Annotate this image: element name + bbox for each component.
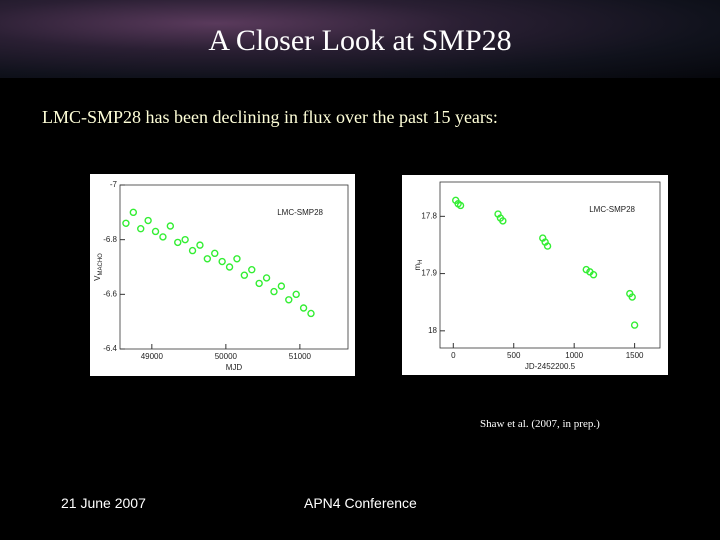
y-axis-label-main: V: [93, 275, 102, 281]
body-text: LMC-SMP28 has been declining in flux ove…: [42, 107, 498, 127]
y-tick-label: 18: [428, 326, 437, 335]
data-point: [292, 290, 300, 299]
data-point: [307, 309, 315, 318]
data-point: [181, 235, 189, 244]
data-point: [211, 249, 219, 258]
header-banner: [0, 0, 720, 78]
data-point: [270, 287, 278, 296]
data-point: [255, 279, 263, 288]
data-point: [262, 274, 271, 282]
x-tick-label: 1000: [565, 351, 583, 360]
footer-event: APN4 Conference: [304, 495, 417, 511]
plot-frame: [439, 181, 661, 349]
data-point: [240, 271, 249, 279]
x-tick-label: 1500: [626, 351, 644, 360]
data-point: [159, 233, 167, 241]
y-tick-label: 17.8: [421, 211, 437, 220]
footer-date: 21 June 2007: [61, 495, 146, 511]
light-curve-plot: 0 500 1000 1500 17.8 17.9 18 JD-2452200.5 mH LMC-…: [402, 175, 668, 375]
y-axis-label-sub: MACHO: [98, 253, 104, 276]
x-axis-label: JD-2452200.5: [525, 362, 576, 371]
data-point: [188, 246, 197, 255]
x-tick-label: 0: [451, 351, 456, 360]
y-axis-label: mH: [413, 259, 423, 270]
y-tick-label: -6.8: [103, 235, 117, 244]
data-point: [233, 255, 241, 263]
data-point: [499, 217, 507, 225]
data-point: [129, 208, 138, 217]
data-point: [248, 266, 256, 274]
data-point: [543, 242, 552, 250]
data-point: [299, 304, 308, 312]
caption: Shaw et al. (2007, in prep.): [480, 418, 600, 430]
data-point: [630, 321, 639, 329]
y-tick-label: -7: [110, 180, 118, 189]
data-point: [589, 271, 598, 279]
data-point: [144, 216, 152, 225]
data-point: [137, 225, 145, 233]
data-point: [225, 263, 234, 271]
y-tick-label: -6.4: [103, 344, 117, 353]
legend-label: LMC-SMP28: [277, 208, 323, 217]
y-tick-label: -6.6: [103, 289, 117, 298]
legend-label: LMC-SMP28: [589, 205, 635, 214]
y-axis-label: VMACHO: [93, 253, 103, 281]
data-point: [628, 293, 636, 301]
x-tick-label: 49000: [141, 352, 164, 361]
data-point: [285, 296, 293, 304]
y-tick-label: 17.9: [421, 269, 437, 278]
slide-title: A Closer Look at SMP28: [208, 24, 512, 57]
data-point: [174, 238, 182, 247]
plot-frame: [119, 184, 349, 350]
y-axis-label-sub: H: [418, 259, 424, 263]
data-point: [166, 222, 175, 230]
data-point: [456, 201, 465, 210]
x-axis-label: MJD: [226, 363, 243, 372]
data-point: [277, 282, 286, 290]
light-curve-plot: 49000 50000 51000 -7 -6.8 -6.6 -6.4 MJD VMACHO LM…: [90, 174, 355, 376]
x-tick-label: 51000: [289, 352, 312, 361]
data-point: [196, 241, 204, 249]
data-point: [218, 257, 226, 266]
data-point: [151, 227, 160, 236]
y-axis-label-main: m: [413, 264, 422, 271]
x-tick-label: 50000: [215, 352, 238, 361]
x-tick-label: 500: [507, 351, 521, 360]
data-point: [122, 219, 130, 227]
data-point: [203, 255, 212, 263]
